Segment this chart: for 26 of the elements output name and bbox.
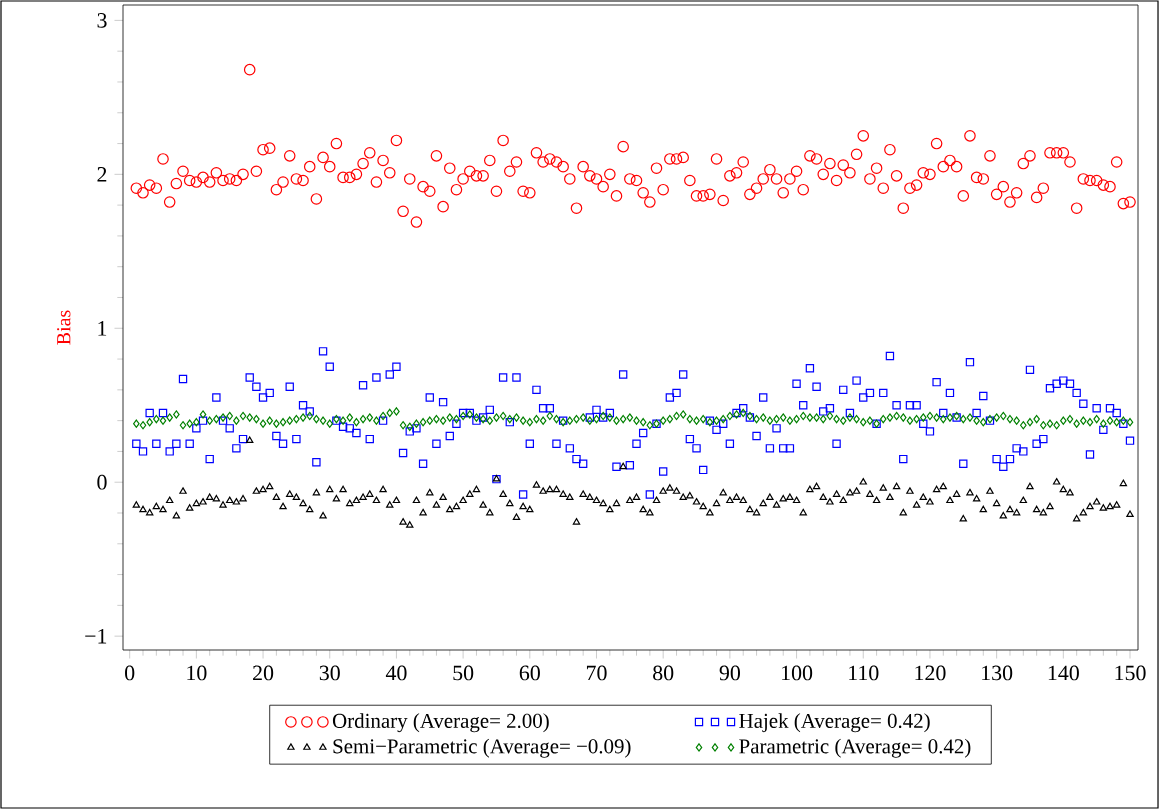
y-tick-label: −1 <box>85 628 107 644</box>
x-tick-label: 120 <box>915 665 946 681</box>
x-tick-label: 30 <box>319 665 340 681</box>
x-tick-label: 20 <box>253 665 274 681</box>
x-tick-label: 40 <box>385 665 407 681</box>
x-tick-label: 50 <box>453 665 474 681</box>
x-tick-label: 90 <box>719 665 740 681</box>
legend-label: Hajek (Average= 0.42) <box>739 713 930 733</box>
x-tick-label: 110 <box>849 665 879 681</box>
x-tick-label: 10 <box>187 665 207 681</box>
legend-label: Ordinary (Average= 2.00) <box>332 713 549 733</box>
legend-label: Semi−Parametric (Average= −0.09) <box>333 738 631 758</box>
x-tick-label: 100 <box>782 665 813 681</box>
y-axis-title: Bias <box>57 310 71 345</box>
y-tick-label: 2 <box>97 167 107 182</box>
x-tick-label: 80 <box>653 665 674 681</box>
x-tick-label: 0 <box>125 665 135 681</box>
y-tick-label: 0 <box>97 474 107 490</box>
legend-label: Parametric (Average= 0.42) <box>739 738 971 758</box>
y-tick-label: 3 <box>97 13 107 28</box>
x-tick-label: 150 <box>1115 665 1146 681</box>
x-tick-label: 70 <box>586 665 607 681</box>
y-tick-label: 1 <box>98 321 107 336</box>
x-tick-label: 140 <box>1048 665 1079 681</box>
x-tick-label: 130 <box>982 665 1013 681</box>
x-tick-label: 60 <box>519 665 540 681</box>
